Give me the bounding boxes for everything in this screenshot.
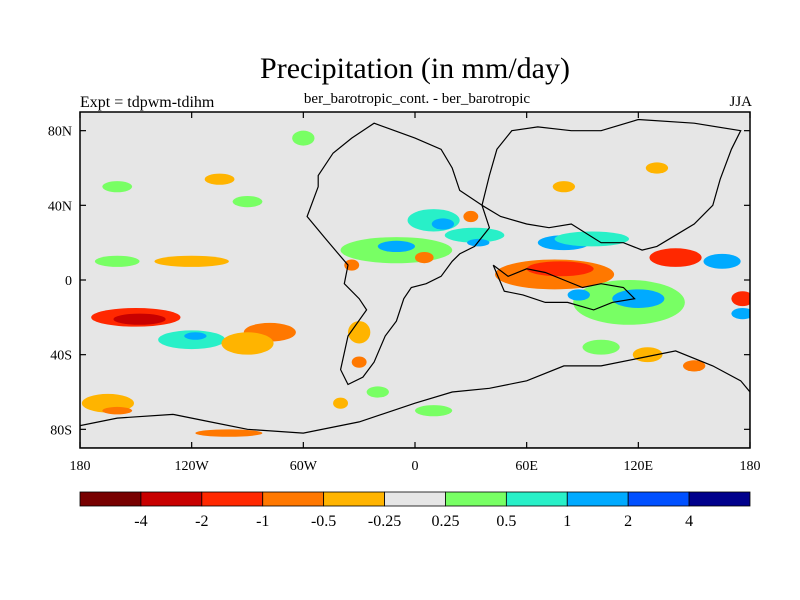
anomaly-arctic-green bbox=[292, 130, 315, 146]
anomaly-indian-ocean-blue-2 bbox=[567, 289, 590, 301]
colorbar: -4 -2 -1 -0.5 -0.25 0.25 0.5 1 2 4 bbox=[79, 491, 751, 530]
y-tick-label: 80N bbox=[48, 125, 72, 140]
anomaly-antarctic-orange bbox=[195, 429, 263, 437]
x-tick-label: 180 bbox=[70, 459, 91, 474]
anomaly-central-pacific-dry-core bbox=[113, 313, 166, 325]
anomaly-southern-ocean-green bbox=[582, 339, 620, 355]
y-tick-label: 40S bbox=[50, 349, 72, 364]
map-layer bbox=[80, 112, 750, 448]
colorbar-label: 0.5 bbox=[496, 513, 516, 530]
anomaly-indian-ocean-blue bbox=[612, 289, 665, 308]
x-tick-label: 120W bbox=[175, 459, 210, 474]
anomaly-far-east-yellow bbox=[552, 181, 576, 193]
colorbar-label: 1 bbox=[563, 513, 571, 530]
x-tick-label: 120E bbox=[624, 459, 654, 474]
colorbar-swatch bbox=[323, 491, 385, 507]
anomaly-pacific-east-dry bbox=[731, 291, 750, 307]
anomaly-south-america-dry bbox=[351, 356, 367, 368]
anomaly-antarctic-coast-yellow bbox=[333, 397, 348, 409]
colorbar-label: -2 bbox=[195, 513, 208, 530]
anomaly-west-africa-dry bbox=[344, 259, 360, 271]
colorbar-swatch bbox=[688, 491, 751, 507]
x-tick-label: 180 bbox=[740, 459, 761, 474]
x-tick-label: 60W bbox=[290, 459, 318, 474]
map-axes: 180 120W 60W 0 60E 120E 180 80N 40N 0 40S 80S bbox=[48, 111, 761, 474]
colorbar-swatch bbox=[140, 491, 203, 507]
anomaly-africa-wet bbox=[444, 227, 505, 243]
anomaly-far-south-pacific-orange bbox=[102, 406, 133, 415]
precip-field bbox=[81, 130, 750, 437]
anomaly-asia-wet bbox=[554, 231, 630, 247]
anomaly-pacific-west-dry bbox=[649, 248, 702, 267]
colorbar-label: -0.5 bbox=[311, 513, 336, 530]
colorbar-swatch bbox=[79, 491, 142, 507]
coastline-asia bbox=[481, 118, 742, 251]
anomaly-south-pacific-wet-1 bbox=[158, 330, 226, 350]
anomaly-north-atlantic-blue bbox=[431, 218, 455, 230]
coastline-north-america-south-america bbox=[306, 122, 491, 386]
anomaly-south-atlantic-green bbox=[366, 386, 389, 398]
chart-subtitle: ber_barotropic_cont. - ber_barotropic bbox=[303, 91, 531, 107]
colorbar-swatch bbox=[505, 491, 568, 507]
colorbar-swatch bbox=[566, 491, 629, 507]
anomaly-tropical-pacific-green bbox=[94, 255, 140, 267]
anomaly-pacific-east-blue bbox=[731, 308, 750, 320]
colorbar-swatch bbox=[262, 491, 325, 507]
x-tick-label: 60E bbox=[515, 459, 538, 474]
anomaly-south-indian-orange bbox=[683, 360, 706, 372]
anomaly-pacific-west-blue bbox=[703, 253, 741, 269]
colorbar-swatch bbox=[201, 491, 264, 507]
colorbar-swatch bbox=[384, 491, 446, 507]
anomaly-south-pacific-wet-2 bbox=[184, 332, 207, 340]
anomaly-indian-dry-core bbox=[526, 261, 594, 277]
anomaly-antarctic-coast-green bbox=[415, 405, 453, 417]
coastline-india-block bbox=[492, 264, 636, 311]
anomaly-tethys-dry bbox=[463, 210, 479, 223]
anomaly-north-pacific-green-2 bbox=[232, 196, 263, 208]
anomaly-south-pacific-yellow bbox=[221, 332, 274, 355]
colorbar-label: 0.25 bbox=[431, 513, 459, 530]
colorbar-label: 2 bbox=[624, 513, 632, 530]
colorbar-label: -1 bbox=[256, 513, 269, 530]
colorbar-label: 4 bbox=[685, 513, 693, 530]
x-tick-label: 0 bbox=[412, 459, 419, 474]
coastline-antarctica-australia bbox=[80, 350, 750, 448]
y-tick-label: 0 bbox=[65, 274, 72, 289]
map-background bbox=[80, 112, 750, 448]
anomaly-atlantic-wet-core bbox=[377, 240, 415, 252]
anomaly-north-atlantic-wet bbox=[407, 209, 460, 232]
anomaly-northern-yellow bbox=[645, 162, 669, 174]
season-label: JJA bbox=[729, 94, 752, 110]
y-tick-label: 40N bbox=[48, 199, 72, 214]
coastlines bbox=[80, 118, 750, 448]
anomaly-atlantic-dry bbox=[415, 252, 434, 264]
anomaly-tropical-pacific-yellow bbox=[154, 255, 229, 267]
colorbar-label: -4 bbox=[134, 513, 147, 530]
anomaly-north-pacific-green bbox=[102, 181, 133, 193]
colorbar-swatch bbox=[627, 491, 690, 507]
experiment-label: Expt = tdpwm-tdihm bbox=[80, 94, 215, 111]
anomaly-north-pacific-yellow bbox=[204, 173, 235, 185]
y-tick-label: 80S bbox=[50, 423, 72, 438]
chart-title: Precipitation (in mm/day) bbox=[260, 52, 570, 85]
anomaly-south-atlantic-yellow bbox=[348, 321, 371, 344]
colorbar-label: -0.25 bbox=[368, 513, 401, 530]
colorbar-swatch bbox=[445, 491, 507, 507]
